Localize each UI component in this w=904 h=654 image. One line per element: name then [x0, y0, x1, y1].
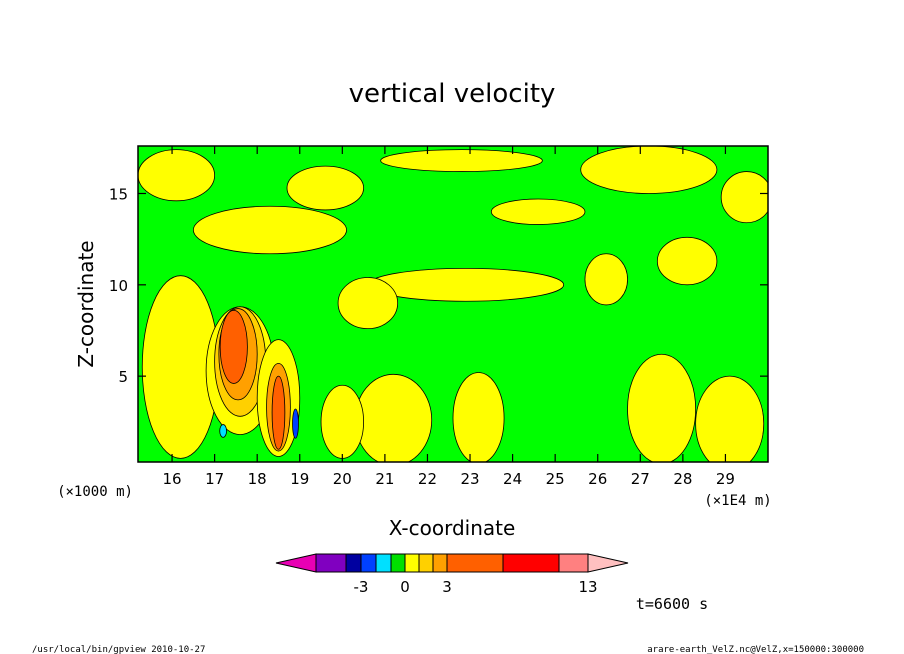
- x-tick-label: 26: [588, 470, 607, 488]
- contour-region-yellow: [490, 198, 586, 225]
- y-unit-label: (×1000 m): [57, 484, 133, 500]
- colorbar-segment: [360, 553, 377, 573]
- x-tick-label: 21: [375, 470, 394, 488]
- x-unit-label: (×1E4 m): [704, 493, 771, 509]
- footer-right: arare-earth_VelZ.nc@VelZ,x=150000:300000: [647, 645, 864, 654]
- contour-region-yellow: [380, 149, 543, 172]
- contour-region-yellow: [656, 236, 718, 286]
- colorbar-segment: [587, 553, 629, 573]
- plot-frame: [137, 145, 769, 463]
- contour-region-yellow: [627, 353, 697, 462]
- colorbar-segment: [404, 553, 420, 573]
- contour-region-yellow: [138, 149, 216, 202]
- x-tick-label: 24: [503, 470, 522, 488]
- colorbar-segment: [275, 553, 317, 573]
- time-label: t=6600 s: [636, 595, 708, 613]
- colorbar-tick-label: 13: [578, 578, 597, 596]
- x-tick-label: 16: [163, 470, 182, 488]
- contour-region-dark-orange: [271, 375, 286, 450]
- colorbar-segment: [418, 553, 434, 573]
- x-tick-label: 19: [290, 470, 309, 488]
- y-tick-label: 15: [109, 185, 128, 203]
- contour-region-cyan: [219, 424, 227, 438]
- plot-area: [138, 146, 768, 462]
- y-axis-label: Z-coordinate: [74, 240, 98, 367]
- x-tick-label: 27: [631, 470, 650, 488]
- contour-region-yellow: [580, 146, 718, 194]
- colorbar-segment: [502, 553, 560, 573]
- colorbar-segment: [345, 553, 362, 573]
- contour-region-yellow: [367, 267, 565, 302]
- x-tick-label: 25: [546, 470, 565, 488]
- x-tick-label: 23: [460, 470, 479, 488]
- x-axis-ticks: 16 17 18 19 20 21 22 23 24 25 26 27 28 29: [163, 146, 735, 488]
- contour-region-yellow: [354, 373, 433, 462]
- contour-region-yellow: [452, 372, 505, 462]
- contour-region-yellow: [320, 384, 365, 459]
- colorbar-segment: [432, 553, 448, 573]
- colorbar-tick-label: -3: [354, 578, 369, 596]
- contour-region-yellow: [720, 171, 768, 224]
- x-tick-label: 28: [673, 470, 692, 488]
- y-axis-ticks: 5 10 15: [109, 185, 768, 386]
- x-tick-label: 20: [333, 470, 352, 488]
- contour-regions: [138, 146, 768, 462]
- x-tick-label: 22: [418, 470, 437, 488]
- x-tick-label: 29: [716, 470, 735, 488]
- contour-region-yellow: [192, 205, 347, 255]
- y-tick-label: 5: [118, 368, 128, 386]
- contour-region-dark-orange: [219, 309, 248, 384]
- x-axis-label: X-coordinate: [389, 516, 516, 540]
- contour-region-yellow: [337, 277, 399, 330]
- contour-region-yellow: [584, 253, 628, 306]
- colorbar-segment: [315, 553, 347, 573]
- colorbar: [275, 553, 629, 573]
- colorbar-tick-label: 3: [442, 578, 452, 596]
- chart-title: vertical velocity: [349, 79, 556, 109]
- colorbar-segment: [390, 553, 406, 573]
- x-tick-label: 18: [248, 470, 267, 488]
- contour-region-yellow: [286, 165, 365, 211]
- contour-region-blue: [292, 408, 299, 439]
- footer-left: /usr/local/bin/gpview 2010-10-27: [32, 645, 205, 654]
- colorbar-segment: [558, 553, 589, 573]
- colorbar-segment: [375, 553, 392, 573]
- x-tick-label: 17: [205, 470, 224, 488]
- contour-region-yellow: [695, 375, 765, 462]
- colorbar-tick-label: 0: [400, 578, 410, 596]
- y-tick-label: 10: [109, 277, 128, 295]
- colorbar-tick-labels: -3 0 3 13: [354, 578, 598, 596]
- colorbar-segment: [446, 553, 504, 573]
